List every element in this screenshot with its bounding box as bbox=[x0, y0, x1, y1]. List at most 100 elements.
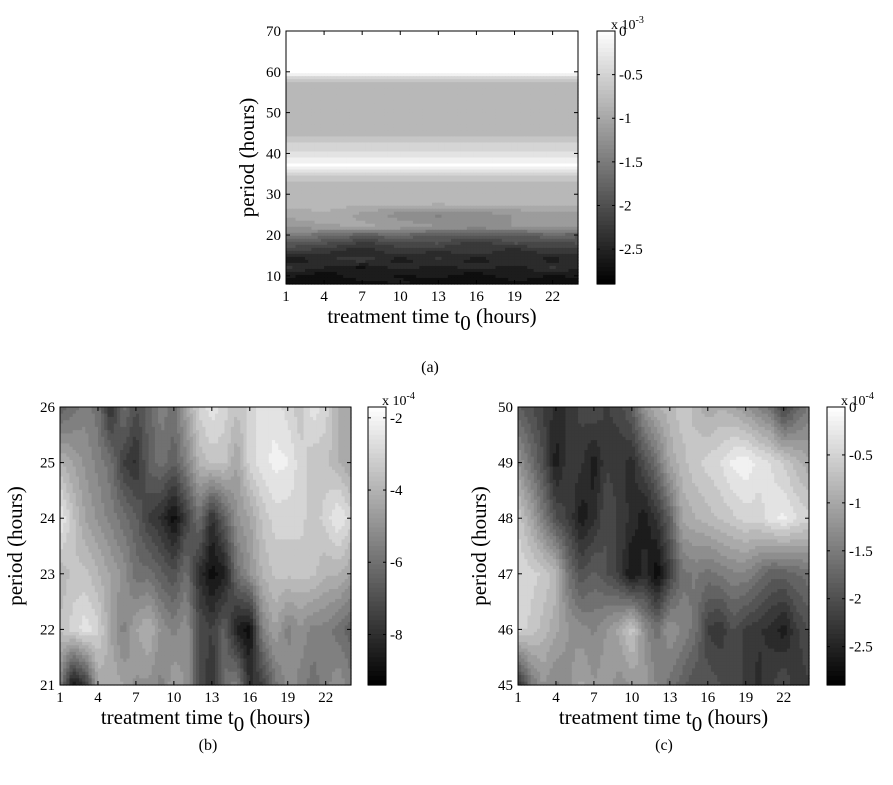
heatmap-cell bbox=[536, 85, 541, 89]
heatmap-cell bbox=[365, 58, 370, 62]
heatmap-cell bbox=[374, 76, 379, 80]
heatmap-cell bbox=[517, 49, 522, 53]
heatmap-cell bbox=[333, 49, 338, 53]
heatmap-cell bbox=[298, 46, 303, 50]
heatmap-cell bbox=[286, 40, 290, 44]
heatmap-cell bbox=[479, 34, 484, 38]
heatmap-cell bbox=[333, 109, 338, 113]
heatmap-cell bbox=[381, 49, 385, 53]
heatmap-cell bbox=[549, 64, 554, 68]
heatmap-cell bbox=[352, 40, 357, 44]
heatmap-cell bbox=[314, 79, 319, 83]
heatmap-cell bbox=[485, 88, 490, 92]
heatmap-cell bbox=[339, 79, 344, 83]
heatmap-cell bbox=[549, 106, 554, 110]
heatmap-cell bbox=[406, 67, 411, 71]
heatmap-cell bbox=[435, 88, 439, 92]
heatmap-cell bbox=[463, 121, 468, 125]
heatmap-cell bbox=[546, 49, 551, 53]
heatmap-cell bbox=[425, 118, 430, 122]
heatmap-cell bbox=[520, 67, 525, 71]
heatmap-cell bbox=[536, 88, 541, 92]
heatmap-cell bbox=[371, 118, 376, 122]
heatmap-cell bbox=[346, 121, 351, 125]
heatmap-cell bbox=[403, 55, 408, 59]
heatmap-cell bbox=[349, 52, 354, 56]
heatmap-cell bbox=[339, 112, 344, 116]
heatmap-cell bbox=[336, 97, 341, 101]
heatmap-cell bbox=[378, 58, 382, 62]
heatmap-cell bbox=[463, 115, 468, 119]
heatmap-cell bbox=[435, 121, 439, 125]
heatmap-cell bbox=[447, 94, 452, 98]
heatmap-cell bbox=[371, 127, 376, 131]
heatmap-cell bbox=[470, 127, 474, 131]
heatmap-cell bbox=[384, 94, 389, 98]
heatmap-cell bbox=[406, 118, 411, 122]
heatmap-cell bbox=[574, 55, 579, 59]
heatmap-cell bbox=[289, 88, 293, 92]
heatmap-cell bbox=[479, 112, 484, 116]
heatmap-cell bbox=[381, 61, 385, 65]
heatmap-cell bbox=[571, 106, 576, 110]
heatmap-cell bbox=[438, 76, 443, 80]
heatmap-cell bbox=[447, 79, 452, 83]
heatmap-cell bbox=[571, 34, 576, 38]
heatmap-cell bbox=[460, 97, 465, 101]
heatmap-cell bbox=[286, 52, 290, 56]
heatmap-cell bbox=[565, 31, 570, 35]
heatmap-cell bbox=[466, 118, 471, 122]
heatmap-cell bbox=[308, 109, 312, 113]
heatmap-cell bbox=[349, 31, 354, 35]
heatmap-cell bbox=[362, 55, 366, 59]
heatmap-cell bbox=[444, 115, 449, 119]
heatmap-cell bbox=[301, 112, 306, 116]
heatmap-cell bbox=[517, 37, 522, 41]
heatmap-cell bbox=[292, 31, 297, 35]
heatmap-cell bbox=[482, 64, 487, 68]
heatmap-cell bbox=[574, 94, 579, 98]
heatmap-cell bbox=[562, 112, 566, 116]
heatmap-cell bbox=[381, 73, 385, 77]
heatmap-cell bbox=[324, 109, 328, 113]
heatmap-cell bbox=[432, 37, 436, 41]
heatmap-cell bbox=[527, 112, 531, 116]
heatmap-cell bbox=[355, 103, 360, 107]
heatmap-cell bbox=[463, 124, 468, 128]
heatmap-cell bbox=[432, 91, 436, 95]
heatmap-cell bbox=[359, 76, 363, 80]
heatmap-cell bbox=[365, 133, 370, 138]
heatmap-cell bbox=[320, 124, 325, 128]
heatmap-cell bbox=[454, 76, 458, 80]
heatmap-cell bbox=[393, 133, 398, 138]
heatmap-cell bbox=[454, 73, 458, 77]
heatmap-cell bbox=[343, 31, 347, 35]
heatmap-cell bbox=[327, 112, 332, 116]
heatmap-cell bbox=[384, 109, 389, 113]
heatmap-cell bbox=[339, 64, 344, 68]
heatmap-cell bbox=[533, 61, 538, 65]
heatmap-cell bbox=[349, 91, 354, 95]
heatmap-cell bbox=[451, 37, 455, 41]
heatmap-cell bbox=[435, 94, 439, 98]
heatmap-cell bbox=[530, 76, 535, 80]
heatmap-cell bbox=[381, 58, 385, 62]
heatmap-cell bbox=[454, 52, 458, 56]
heatmap-cell bbox=[546, 58, 551, 62]
heatmap-cell bbox=[558, 127, 563, 131]
heatmap-cell bbox=[574, 103, 579, 107]
heatmap-cell bbox=[482, 76, 487, 80]
heatmap-cell bbox=[311, 100, 316, 104]
heatmap-cell bbox=[479, 37, 484, 41]
heatmap-cell bbox=[422, 88, 427, 92]
heatmap-cell bbox=[419, 79, 424, 83]
heatmap-cell bbox=[371, 64, 376, 68]
heatmap-cell bbox=[286, 127, 290, 131]
heatmap-cell bbox=[403, 112, 408, 116]
heatmap-cell bbox=[422, 52, 427, 56]
heatmap-cell bbox=[524, 67, 528, 71]
heatmap-cell bbox=[479, 94, 484, 98]
heatmap-cell bbox=[473, 43, 478, 47]
heatmap-cell bbox=[463, 82, 468, 86]
heatmap-cell bbox=[324, 91, 328, 95]
